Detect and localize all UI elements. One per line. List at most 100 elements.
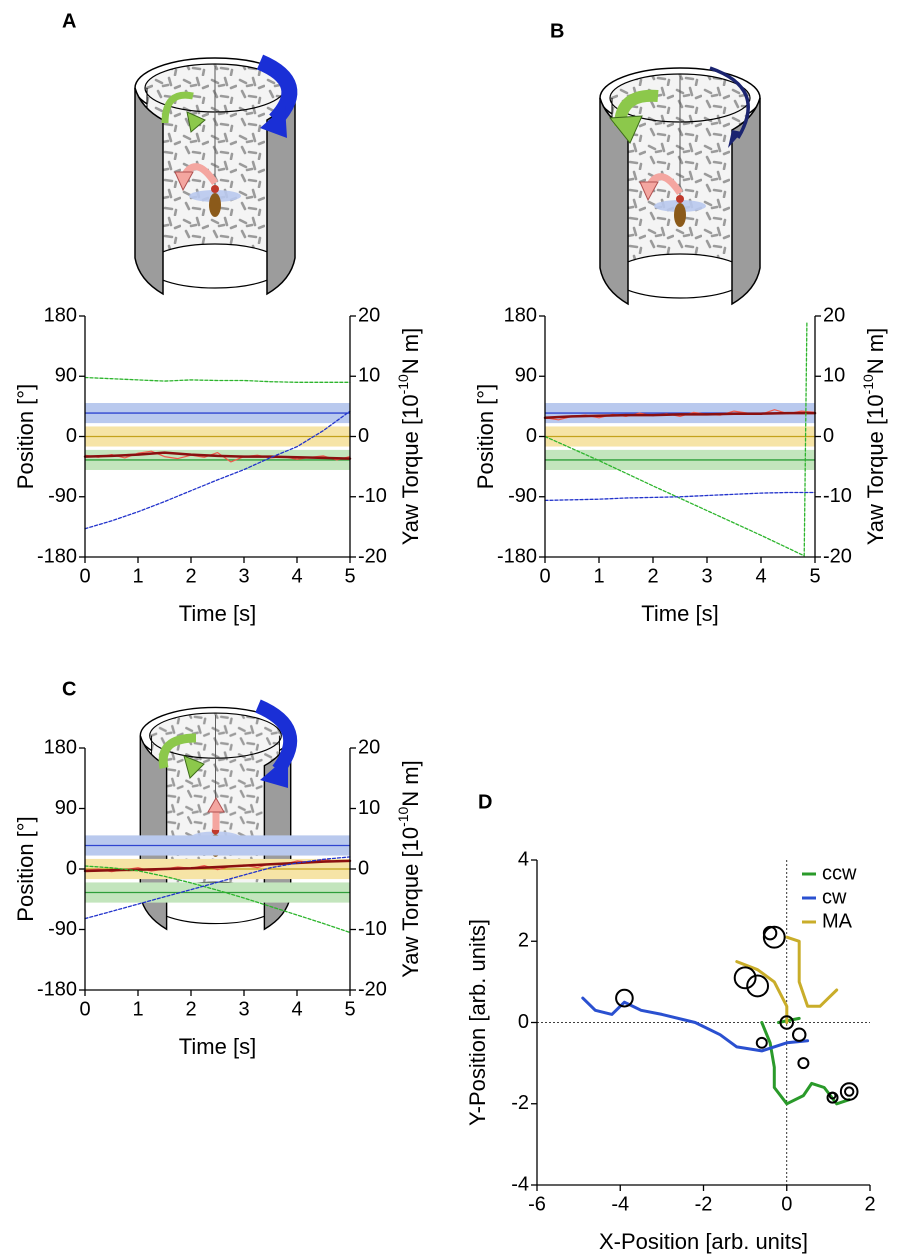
y-tick-label: -90 bbox=[48, 485, 77, 507]
legend-label: cw bbox=[822, 886, 847, 908]
series-line bbox=[84, 856, 351, 920]
series-line bbox=[84, 410, 351, 530]
x-tick-label: 5 bbox=[809, 565, 820, 587]
y2-axis-title-part: Yaw Torque [10 bbox=[398, 827, 423, 978]
loop bbox=[746, 974, 770, 998]
x-tick-label: 0 bbox=[79, 998, 90, 1020]
y2-axis-title: Yaw Torque [10-10N m] bbox=[395, 328, 423, 546]
y-tick-label: 90 bbox=[55, 797, 77, 819]
y-tick-label: -90 bbox=[48, 918, 77, 940]
y2-tick-label: -10 bbox=[358, 918, 387, 940]
x-tick-label: 0 bbox=[539, 565, 550, 587]
y2-axis-title-part: Yaw Torque [10 bbox=[863, 394, 888, 545]
loop bbox=[844, 1086, 855, 1097]
y-tick-label: 0 bbox=[526, 425, 537, 447]
loop bbox=[762, 925, 786, 949]
illustration-a bbox=[134, 54, 298, 295]
y-tick-label: -4 bbox=[511, 1173, 529, 1195]
x-tick-label: 4 bbox=[755, 565, 766, 587]
panel-label: C bbox=[62, 678, 76, 700]
x-tick-label: 3 bbox=[238, 565, 249, 587]
x-tick-label: 3 bbox=[238, 998, 249, 1020]
series-line bbox=[83, 451, 352, 460]
y-axis-title: Position [°] bbox=[473, 384, 498, 489]
y2-axis-title-part: Yaw Torque [10 bbox=[398, 394, 423, 545]
series-line bbox=[84, 865, 351, 934]
panel-label: A bbox=[62, 10, 76, 32]
y2-tick-label: 20 bbox=[358, 304, 380, 326]
y-tick-label: -180 bbox=[37, 978, 77, 1000]
x-tick-label: 5 bbox=[344, 998, 355, 1020]
x-axis-title: Time [s] bbox=[641, 601, 718, 626]
loop bbox=[762, 925, 778, 941]
series-line bbox=[544, 321, 808, 557]
y2-tick-label: 10 bbox=[358, 797, 380, 819]
y2-tick-label: 20 bbox=[358, 736, 380, 758]
x-tick-label: 2 bbox=[185, 998, 196, 1020]
x-tick-label: -6 bbox=[528, 1193, 546, 1215]
loop bbox=[755, 1036, 768, 1049]
series-line bbox=[84, 376, 351, 383]
loop bbox=[615, 988, 634, 1008]
x-tick-label: 1 bbox=[132, 998, 143, 1020]
x-tick-label: 1 bbox=[132, 565, 143, 587]
series-line bbox=[544, 491, 816, 502]
series-line bbox=[83, 859, 352, 873]
x-tick-label: -4 bbox=[611, 1193, 629, 1215]
x-axis-title: X-Position [arb. units] bbox=[599, 1229, 808, 1254]
y-tick-label: 0 bbox=[66, 857, 77, 879]
y2-tick-label: 10 bbox=[823, 365, 845, 387]
illustration-b bbox=[599, 66, 761, 305]
y2-tick-label: 0 bbox=[823, 425, 834, 447]
y2-axis-title-part: N m] bbox=[863, 328, 888, 374]
legend-label: ccw bbox=[822, 862, 857, 884]
x-tick-label: 0 bbox=[781, 1193, 792, 1215]
y2-tick-label: 20 bbox=[823, 304, 845, 326]
y-axis-title: Position [°] bbox=[13, 384, 38, 489]
series-line bbox=[581, 996, 810, 1053]
x-tick-label: 2 bbox=[185, 565, 196, 587]
illustration-c bbox=[139, 699, 298, 930]
series-line bbox=[543, 411, 817, 420]
x-tick-label: 1 bbox=[593, 565, 604, 587]
x-axis-title: Time [s] bbox=[179, 601, 256, 626]
x-tick-label: 4 bbox=[291, 998, 302, 1020]
y2-tick-label: 0 bbox=[358, 857, 369, 879]
loop bbox=[839, 1082, 859, 1101]
loop bbox=[733, 966, 757, 990]
x-tick-label: 2 bbox=[647, 565, 658, 587]
y-tick-label: 180 bbox=[44, 304, 77, 326]
x-axis-title: Time [s] bbox=[179, 1034, 256, 1059]
x-tick-label: 2 bbox=[864, 1193, 875, 1215]
y-tick-label: 180 bbox=[504, 304, 537, 326]
y2-axis-title-part: N m] bbox=[398, 328, 423, 374]
y2-tick-label: -20 bbox=[823, 545, 852, 567]
y-tick-label: -2 bbox=[511, 1092, 529, 1114]
panel-label: B bbox=[550, 20, 564, 42]
y2-tick-label: 10 bbox=[358, 365, 380, 387]
y-tick-label: 0 bbox=[66, 425, 77, 447]
y-tick-label: 90 bbox=[55, 365, 77, 387]
y-tick-label: 4 bbox=[518, 848, 529, 870]
legend-label: MA bbox=[822, 910, 853, 932]
x-tick-label: 5 bbox=[344, 565, 355, 587]
loop bbox=[791, 1027, 807, 1042]
y2-tick-label: 0 bbox=[358, 425, 369, 447]
loop bbox=[779, 1015, 794, 1030]
y2-axis-title-part: -10 bbox=[860, 374, 876, 394]
y-axis-title: Y-Position [arb. units] bbox=[465, 919, 490, 1126]
loop bbox=[797, 1057, 810, 1070]
x-tick-label: 4 bbox=[291, 565, 302, 587]
y-tick-label: 180 bbox=[44, 736, 77, 758]
x-tick-label: 3 bbox=[701, 565, 712, 587]
y2-axis-title-part: N m] bbox=[398, 760, 423, 806]
y2-tick-label: -10 bbox=[823, 485, 852, 507]
y-tick-label: -180 bbox=[497, 545, 537, 567]
y-tick-label: 0 bbox=[518, 1011, 529, 1033]
y2-axis-title-part: -10 bbox=[395, 374, 411, 394]
y2-axis-title: Yaw Torque [10-10N m] bbox=[860, 328, 888, 546]
loop bbox=[828, 1091, 837, 1100]
y-tick-label: 90 bbox=[515, 365, 537, 387]
